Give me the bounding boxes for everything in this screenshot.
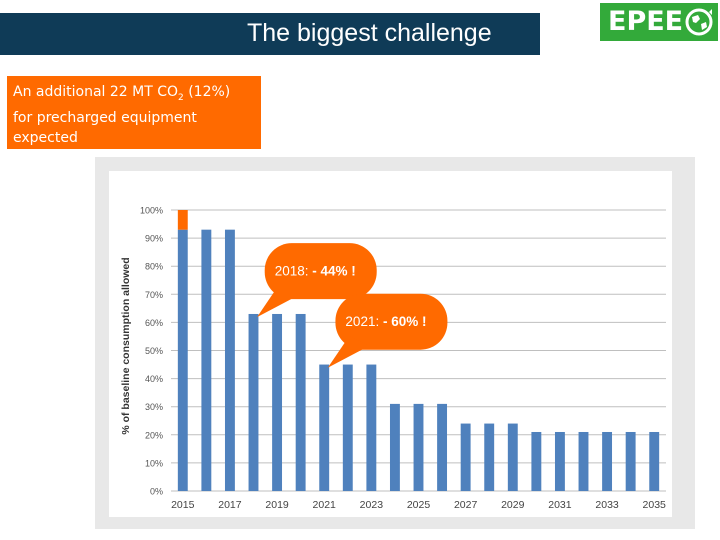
page-title: The biggest challenge: [247, 19, 492, 47]
bar: [201, 229, 212, 492]
bar: [413, 403, 424, 491]
bar: [177, 210, 188, 230]
bar: [625, 431, 636, 491]
y-tick-label: 70%: [145, 290, 163, 300]
y-tick-label: 30%: [145, 402, 163, 412]
x-tick-label: 2035: [643, 499, 667, 511]
bar: [531, 431, 542, 491]
bar: [507, 423, 518, 491]
callout-label: 2021: - 60% !: [345, 314, 426, 329]
bar: [248, 313, 259, 491]
bar: [319, 364, 330, 491]
bar: [272, 313, 283, 491]
bar: [437, 403, 448, 491]
y-tick-label: 50%: [145, 346, 163, 356]
y-tick-label: 60%: [145, 318, 163, 328]
bar: [554, 431, 565, 491]
logo-text: EPEE: [608, 6, 684, 37]
bar: [389, 403, 400, 491]
bar: [177, 229, 188, 492]
callout-pointer: [327, 335, 370, 368]
x-tick-label: 2031: [548, 499, 572, 511]
y-tick-label: 40%: [145, 374, 163, 384]
x-tick-label: 2025: [407, 499, 431, 511]
bar: [224, 229, 235, 492]
bar: [460, 423, 471, 491]
y-tick-label: 90%: [145, 234, 163, 244]
callout-bubble: [264, 243, 377, 300]
globe-recycle-icon: [685, 8, 713, 36]
bar: [578, 431, 589, 491]
note-line1: An additional 22 MT CO2 (12%): [13, 84, 231, 103]
y-tick-label: 100%: [140, 206, 163, 216]
bar: [649, 431, 660, 491]
title-bar: The biggest challenge: [0, 13, 540, 55]
bar: [295, 313, 306, 491]
note-line2: for precharged equipment: [13, 109, 197, 126]
x-tick-label: 2033: [595, 499, 619, 511]
y-tick-label: 0%: [150, 487, 163, 497]
epee-logo: EPEE: [600, 3, 718, 41]
x-tick-label: 2029: [501, 499, 525, 511]
chart-panel: 0% 10% 20% 30% 40% 50% 60% 70% 80% 90% 100% 2015 20…: [109, 171, 672, 517]
x-tick-label: 2021: [313, 499, 337, 511]
callout-pointer: [257, 285, 299, 318]
x-tick-label: 2019: [265, 499, 289, 511]
phase-down-chart: 0% 10% 20% 30% 40% 50% 60% 70% 80% 90% 100% 2015 20…: [120, 206, 667, 512]
bar: [366, 364, 377, 491]
note-line3: expected: [13, 129, 78, 146]
x-tick-label: 2023: [360, 499, 384, 511]
y-tick-label: 10%: [145, 458, 163, 468]
x-tick-label: 2015: [171, 499, 195, 511]
y-tick-label: 80%: [145, 262, 163, 272]
y-tick-label: 20%: [145, 430, 163, 440]
callout-bubble: [335, 293, 448, 350]
precharged-note: An additional 22 MT CO2 (12%) for precha…: [7, 76, 261, 149]
bar: [342, 364, 353, 491]
bar: [484, 423, 495, 491]
bar: [602, 431, 613, 491]
chart-frame: 0% 10% 20% 30% 40% 50% 60% 70% 80% 90% 100% 2015 20…: [95, 157, 695, 529]
x-tick-label: 2017: [218, 499, 242, 511]
callout-label: 2018: - 44% !: [275, 264, 356, 279]
x-tick-label: 2027: [454, 499, 478, 511]
y-axis-label: % of baseline consumption allowed: [120, 257, 132, 434]
